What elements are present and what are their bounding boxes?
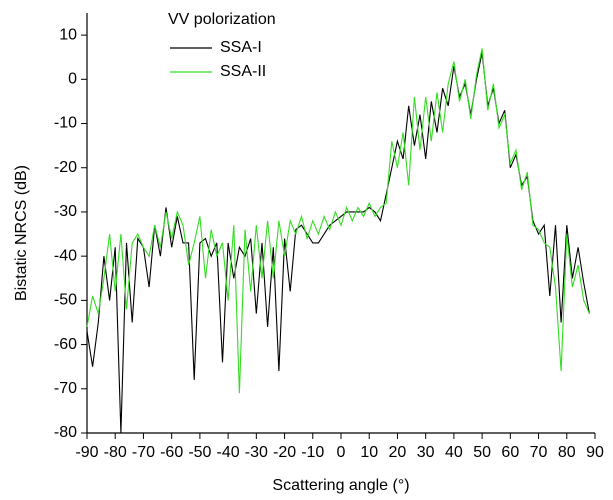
y-axis-label: Bistatic NRCS (dB) — [13, 165, 30, 301]
y-tick-label: -40 — [54, 247, 77, 264]
x-tick-label: 60 — [501, 444, 519, 461]
y-tick-label: 0 — [68, 71, 77, 88]
y-tick-label: -20 — [54, 159, 77, 176]
x-tick-label: -20 — [273, 444, 296, 461]
x-tick-label: 90 — [586, 444, 604, 461]
x-tick-label: -90 — [75, 444, 98, 461]
x-tick-label: -40 — [217, 444, 240, 461]
x-tick-label: -30 — [245, 444, 268, 461]
y-tick-label: -50 — [54, 292, 77, 309]
x-tick-label: 10 — [360, 444, 378, 461]
y-tick-label: -60 — [54, 336, 77, 353]
y-tick-label: 10 — [59, 26, 77, 43]
series-line — [86, 52, 590, 434]
x-tick-label: 80 — [558, 444, 576, 461]
y-tick-label: -80 — [54, 424, 77, 441]
x-tick-label: -70 — [132, 444, 155, 461]
y-tick-label: -10 — [54, 115, 77, 132]
x-tick-label: -50 — [188, 444, 211, 461]
y-tick-label: -70 — [54, 380, 77, 397]
x-tick-label: 40 — [445, 444, 463, 461]
series-line — [86, 48, 590, 394]
x-tick-label: 70 — [530, 444, 548, 461]
legend-title: VV polorization — [168, 11, 276, 28]
x-tick-label: 0 — [337, 444, 346, 461]
x-tick-label: 20 — [389, 444, 407, 461]
x-tick-label: -80 — [104, 444, 127, 461]
legend-label: SSA-II — [220, 63, 266, 80]
legend-label: SSA-I — [220, 39, 262, 56]
x-tick-label: -60 — [160, 444, 183, 461]
x-tick-label: 30 — [417, 444, 435, 461]
y-tick-label: -30 — [54, 203, 77, 220]
x-axis-label: Scattering angle (°) — [272, 477, 409, 494]
x-tick-label: 50 — [473, 444, 491, 461]
x-tick-label: -10 — [301, 444, 324, 461]
